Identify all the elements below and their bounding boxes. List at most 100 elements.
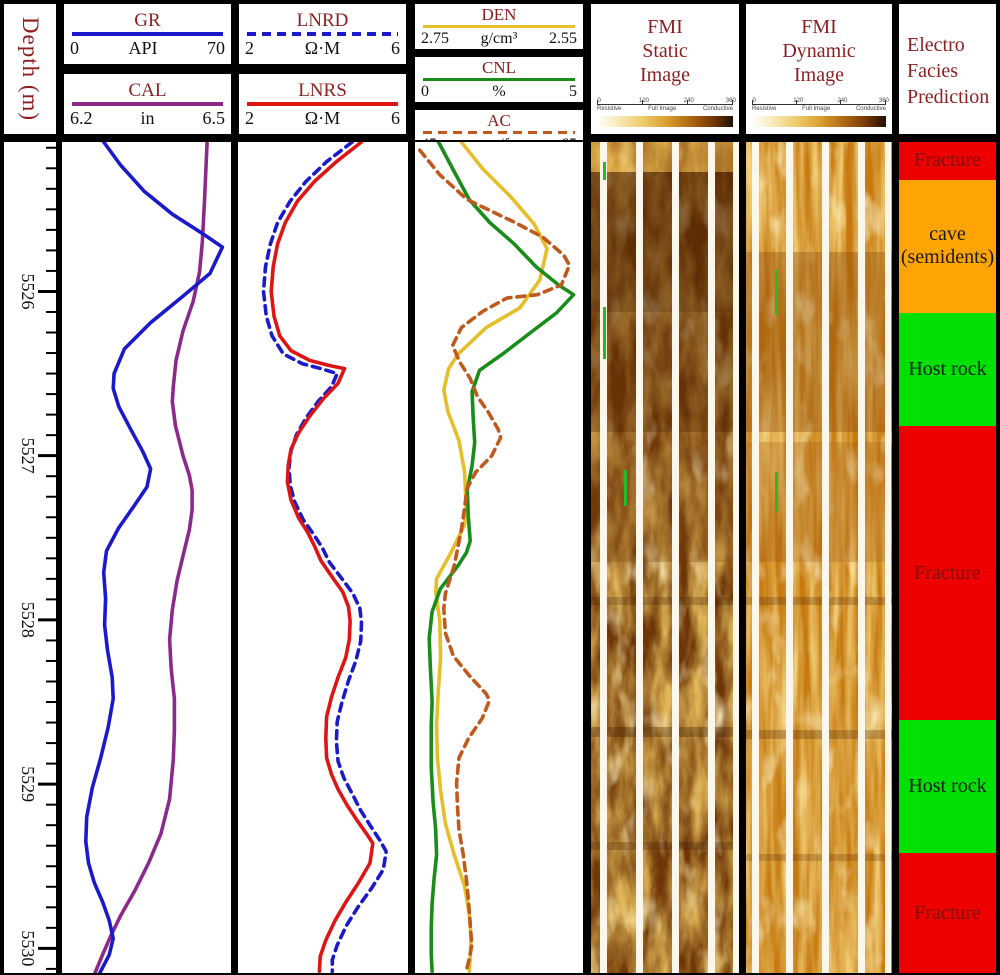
- gr-header-box: GR 0 API 70: [62, 2, 233, 66]
- depth-tick-label: 5530: [18, 930, 38, 966]
- lnrd-header-box: LNRD 2 Ω·M 6: [237, 2, 408, 66]
- lnrs-legend-line: [247, 102, 398, 106]
- pad-marker-green: [603, 162, 606, 180]
- facies-block: cave (semidents): [899, 179, 996, 313]
- fmi-static-image-track: [589, 140, 741, 975]
- track3-header: DEN 2.75 g/cm³ 2.55 CNL 0 % 5 AC 45 μs/f…: [413, 2, 585, 157]
- cal-max: 6.5: [202, 108, 225, 128]
- curve-lnrd: [261, 142, 388, 973]
- lnrd-title: LNRD: [296, 10, 349, 31]
- den-min: 2.75: [421, 30, 449, 47]
- colorbar-tick: 120: [793, 98, 804, 104]
- fmi-dynamic-colorbar: 0 120 240 360 Resistive Full Image Condu…: [750, 98, 889, 132]
- lnrd-unit: Ω·M: [304, 38, 341, 58]
- curve-gr: [83, 142, 225, 973]
- lnrs-header-box: LNRS 2 Ω·M 6: [237, 72, 408, 136]
- facies-header: Electro Facies Prediction: [897, 2, 998, 136]
- curve-ac: [418, 148, 572, 973]
- gr-max: 70: [206, 38, 225, 58]
- colorbar-center-label: Full Image: [648, 106, 677, 112]
- fmi-dynamic-title-line3: Image: [794, 64, 844, 86]
- cal-unit: in: [140, 108, 155, 128]
- colorbar-axis: [597, 100, 733, 105]
- gr-unit: API: [128, 38, 158, 58]
- lnrs-min: 2: [245, 108, 254, 128]
- curve-cnl: [427, 142, 576, 973]
- fmi-dynamic-texture: [746, 142, 892, 973]
- den-title: DEN: [481, 5, 517, 24]
- den-max: 2.55: [548, 30, 577, 47]
- cnl-min: 0: [421, 83, 429, 100]
- track1-gr-cal: [60, 140, 233, 975]
- cal-title: CAL: [128, 80, 167, 101]
- facies-header-line1: Electro: [907, 34, 965, 56]
- depth-header: Depth (m): [2, 2, 58, 136]
- fmi-dynamic-image-track: [744, 140, 894, 975]
- cnl-max: 5: [568, 83, 577, 100]
- track2-lnrd-lnrs: [236, 140, 410, 975]
- den-legend-line: [423, 25, 575, 28]
- colorbar-tick: 240: [837, 98, 848, 104]
- curve-cal: [93, 142, 209, 973]
- facies-header-line3: Prediction: [907, 86, 990, 108]
- ac-title: AC: [487, 111, 511, 130]
- colorbar-center-label: Full Image: [802, 106, 831, 112]
- track1-header: GR 0 API 70 CAL 6.2 in 6.5: [62, 2, 233, 136]
- cal-legend-line: [72, 102, 223, 106]
- ac-legend-line: [423, 131, 575, 134]
- lnrd-legend-line: [247, 32, 398, 36]
- track1-curves: [83, 142, 225, 973]
- colorbar-left-label: Resistive: [752, 106, 777, 112]
- colorbar-right-label: Conductive: [855, 106, 886, 112]
- colorbar-gradient: [597, 116, 733, 127]
- fmi-static-texture: [591, 142, 739, 973]
- gr-min: 0: [70, 38, 79, 58]
- facies-block: Fracture: [899, 142, 996, 180]
- fmi-static-header: FMI Static Image 0 120 240 360 Resistive…: [589, 2, 741, 136]
- curve-lnrs: [269, 142, 375, 973]
- colorbar-tick: 360: [725, 98, 736, 104]
- depth-axis-track: 5526 5527 5528 5529 5530: [2, 140, 58, 975]
- depth-axis-label: Depth (m): [18, 16, 44, 122]
- facies-header-line2: Facies: [907, 60, 959, 82]
- pad-marker-green: [775, 472, 778, 512]
- colorbar-tick: 0: [752, 98, 756, 104]
- cal-min: 6.2: [70, 108, 93, 128]
- cal-header-box: CAL 6.2 in 6.5: [62, 72, 233, 136]
- facies-block: Fracture: [899, 853, 996, 973]
- den-unit: g/cm³: [480, 30, 518, 47]
- lnrs-max: 6: [390, 108, 400, 128]
- colorbar-tick: 240: [683, 98, 694, 104]
- curve-den: [433, 142, 549, 973]
- den-header-box: DEN 2.75 g/cm³ 2.55: [413, 2, 585, 51]
- track3-den-cnl-ac: [413, 140, 585, 975]
- facies-block: Fracture: [899, 426, 996, 721]
- pad-marker-green: [624, 470, 627, 506]
- gr-legend-line: [72, 32, 223, 36]
- lnrd-max: 6: [390, 38, 400, 58]
- cnl-legend-line: [423, 78, 575, 81]
- colorbar-axis: [752, 100, 886, 105]
- facies-track: Fracture cave (semidents) Host rock Fractur…: [897, 140, 998, 975]
- colorbar-left-label: Resistive: [597, 106, 622, 112]
- cnl-unit: %: [492, 83, 506, 100]
- fmi-static-title-line1: FMI: [647, 16, 683, 38]
- colorbar-tick: 120: [638, 98, 650, 104]
- track2-header: LNRD 2 Ω·M 6 LNRS 2 Ω·M 6: [237, 2, 408, 136]
- depth-axis-ticks: 5526 5527 5528 5529 5530: [18, 146, 56, 970]
- fmi-dynamic-title-line2: Dynamic: [782, 40, 856, 62]
- colorbar-gradient: [752, 116, 886, 127]
- pad-marker-green: [603, 307, 606, 359]
- lnrd-min: 2: [245, 38, 254, 58]
- pad-marker-green: [775, 270, 778, 315]
- fmi-dynamic-header: FMI Dynamic Image 0 120 240 360 Resistiv…: [744, 2, 894, 136]
- colorbar-tick: 0: [597, 98, 601, 104]
- fmi-static-colorbar: 0 120 240 360 Resistive Full Image Condu…: [595, 98, 736, 132]
- lnrs-unit: Ω·M: [304, 108, 341, 128]
- facies-block: Host rock: [899, 312, 996, 427]
- gr-title: GR: [134, 10, 161, 31]
- colorbar-right-label: Conductive: [702, 106, 733, 112]
- fmi-static-title-line2: Static: [642, 40, 688, 62]
- cnl-title: CNL: [482, 58, 516, 77]
- depth-tick-label: 5528: [18, 602, 38, 638]
